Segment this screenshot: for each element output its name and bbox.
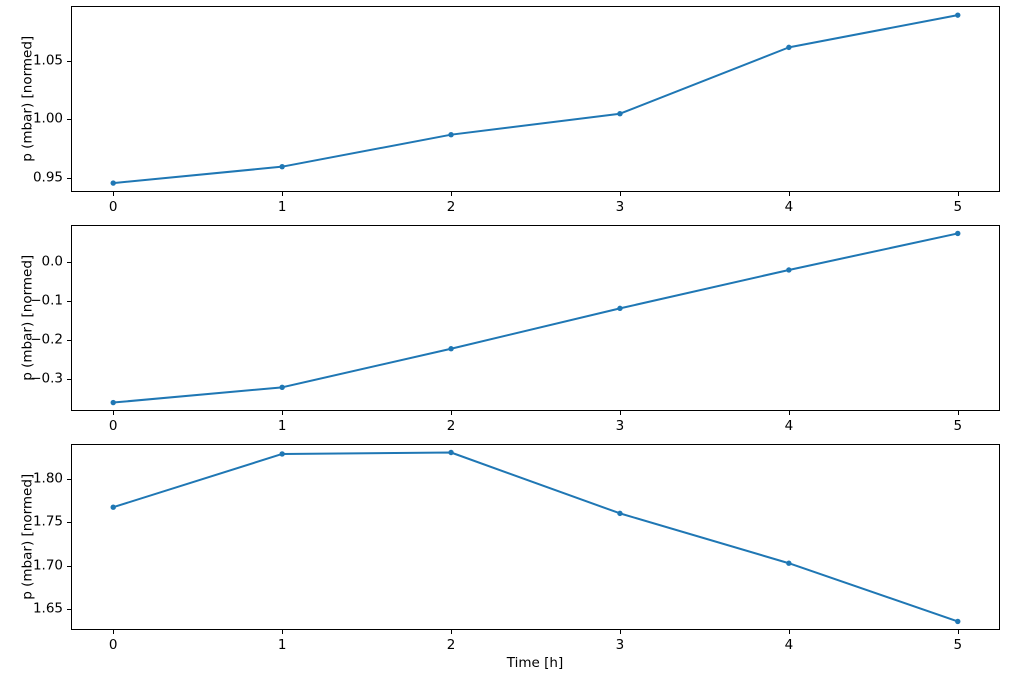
x-tick-label: 3 [615, 637, 625, 653]
y-tick-label: 0.0 [41, 253, 63, 270]
y-tick-label: 1.75 [32, 513, 63, 530]
subplot-middle: p (mbar) [normed] −0.3 −0.2 −0.1 0.0 0 1 2 3 4 5 [0, 215, 1012, 433]
x-tick-mark [113, 411, 115, 415]
y-tick-label: 0.95 [32, 169, 63, 186]
x-tick-label: 1 [277, 418, 287, 434]
y-tick-mark [67, 300, 71, 303]
x-tick-label: 0 [108, 199, 118, 215]
ylabel-top: p (mbar) [normed] [19, 35, 36, 162]
x-tick-mark [957, 411, 959, 415]
y-tick-label: 1.70 [32, 556, 63, 573]
x-tick-mark [619, 630, 622, 634]
x-tick-label: 1 [277, 199, 287, 215]
y-tick-mark [67, 379, 71, 381]
x-tick-label: 2 [446, 199, 456, 215]
x-tick-label: 4 [784, 637, 794, 653]
x-tick-label: 2 [446, 418, 456, 434]
y-tick-mark [67, 522, 71, 524]
x-tick-mark [113, 630, 115, 634]
y-tick-mark [67, 478, 71, 481]
x-tick-mark [619, 192, 622, 196]
x-tick-label: 0 [108, 418, 118, 434]
x-tick-mark [451, 192, 453, 196]
x-tick-label: 5 [953, 418, 963, 434]
x-tick-label: 4 [784, 199, 794, 215]
x-tick-mark [282, 630, 284, 634]
x-tick-mark [957, 192, 959, 196]
y-tick-mark [67, 609, 71, 611]
x-tick-mark [788, 192, 790, 196]
axes-frame-bottom [71, 444, 1000, 630]
y-tick-label: 1.00 [32, 110, 63, 127]
x-tick-label: 0 [108, 637, 118, 653]
y-tick-mark [67, 177, 71, 179]
axes-frame-top [71, 6, 1000, 192]
y-tick-mark [67, 60, 71, 62]
y-tick-label: −0.3 [30, 370, 63, 387]
x-tick-label: 5 [953, 637, 963, 653]
x-tick-label: 3 [615, 418, 625, 434]
y-tick-mark [67, 119, 71, 121]
x-tick-mark [957, 630, 959, 634]
y-tick-mark [67, 565, 71, 567]
x-tick-label: 4 [784, 418, 794, 434]
x-tick-label: 2 [446, 637, 456, 653]
x-tick-mark [282, 411, 284, 415]
x-tick-mark [788, 411, 790, 415]
y-tick-mark [67, 340, 71, 342]
y-tick-label: 1.65 [32, 600, 63, 617]
x-tick-label: 5 [953, 199, 963, 215]
axes-frame-middle [71, 225, 1000, 411]
y-tick-label: 1.05 [32, 51, 63, 68]
subplot-top: p (mbar) [normed] 0.95 1.00 1.05 0 1 2 3 4 5 [0, 0, 1012, 214]
x-tick-label: 1 [277, 637, 287, 653]
x-tick-mark [113, 192, 115, 196]
y-tick-mark [67, 261, 71, 263]
y-tick-label: −0.1 [30, 292, 63, 309]
x-tick-mark [282, 192, 284, 196]
x-tick-mark [451, 411, 453, 415]
y-tick-label: 1.80 [32, 470, 63, 487]
x-tick-mark [451, 630, 453, 634]
y-tick-label: −0.2 [30, 331, 63, 348]
x-tick-label: 3 [615, 199, 625, 215]
x-tick-mark [619, 411, 622, 415]
xlabel-bottom: Time [h] [506, 655, 564, 671]
x-tick-mark [788, 630, 790, 634]
subplot-bottom: p (mbar) [normed] Time [h] 1.65 1.70 1.75 1… [0, 430, 1012, 679]
